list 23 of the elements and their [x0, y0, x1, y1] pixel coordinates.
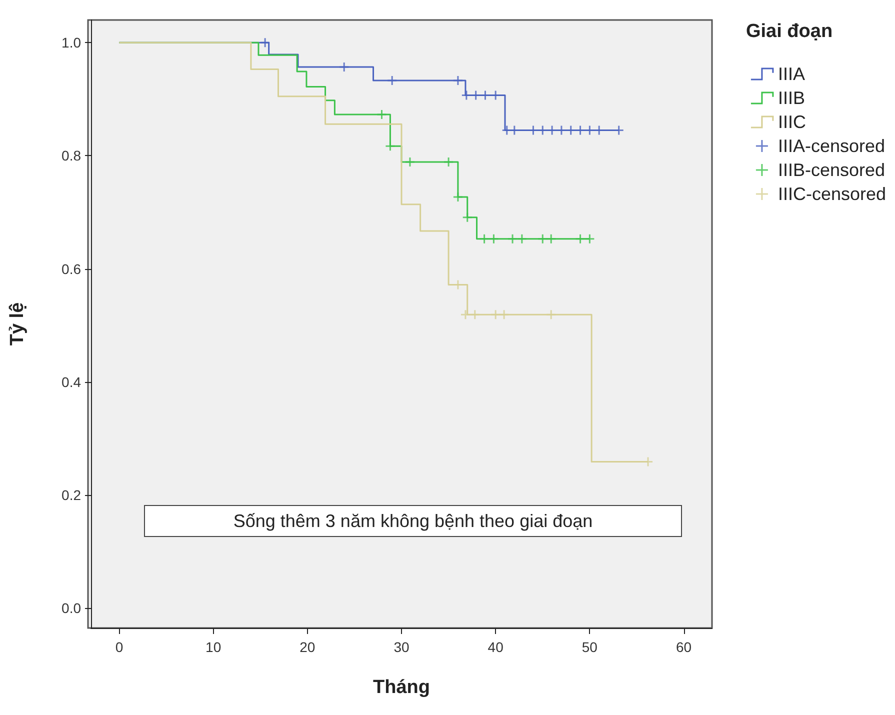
y-axis-title: Tỷ lệ	[7, 302, 28, 346]
x-tick-label: 30	[394, 639, 410, 655]
y-tick-label: 0.4	[62, 374, 82, 390]
y-tick-label: 0.6	[62, 260, 82, 277]
y-tick-label: 0.2	[62, 487, 82, 504]
x-tick-label: 20	[300, 639, 316, 655]
x-axis-title: Tháng	[373, 677, 430, 698]
legend-title: Giai đoạn	[746, 21, 833, 42]
annotation: Sống thêm 3 năm không bệnh theo giai đoạn	[233, 510, 593, 532]
x-tick-label: 60	[676, 639, 692, 655]
legend-label: IIIA-censored	[778, 136, 886, 156]
x-tick-label: 40	[488, 639, 504, 655]
legend-label: IIIB	[778, 88, 805, 108]
x-tick-label: 0	[115, 639, 124, 655]
legend-label: IIIA	[778, 64, 805, 84]
y-tick-label: 0.0	[62, 600, 82, 616]
x-tick-label: 10	[206, 639, 222, 655]
legend-label: IIIC-censored	[778, 184, 886, 204]
x-tick-label: 50	[582, 639, 598, 655]
legend-label: IIIC	[778, 112, 806, 132]
y-tick-label: 0.8	[62, 148, 82, 164]
legend-label: IIIB-censored	[778, 160, 886, 180]
y-tick-label: 1.0	[62, 34, 82, 51]
